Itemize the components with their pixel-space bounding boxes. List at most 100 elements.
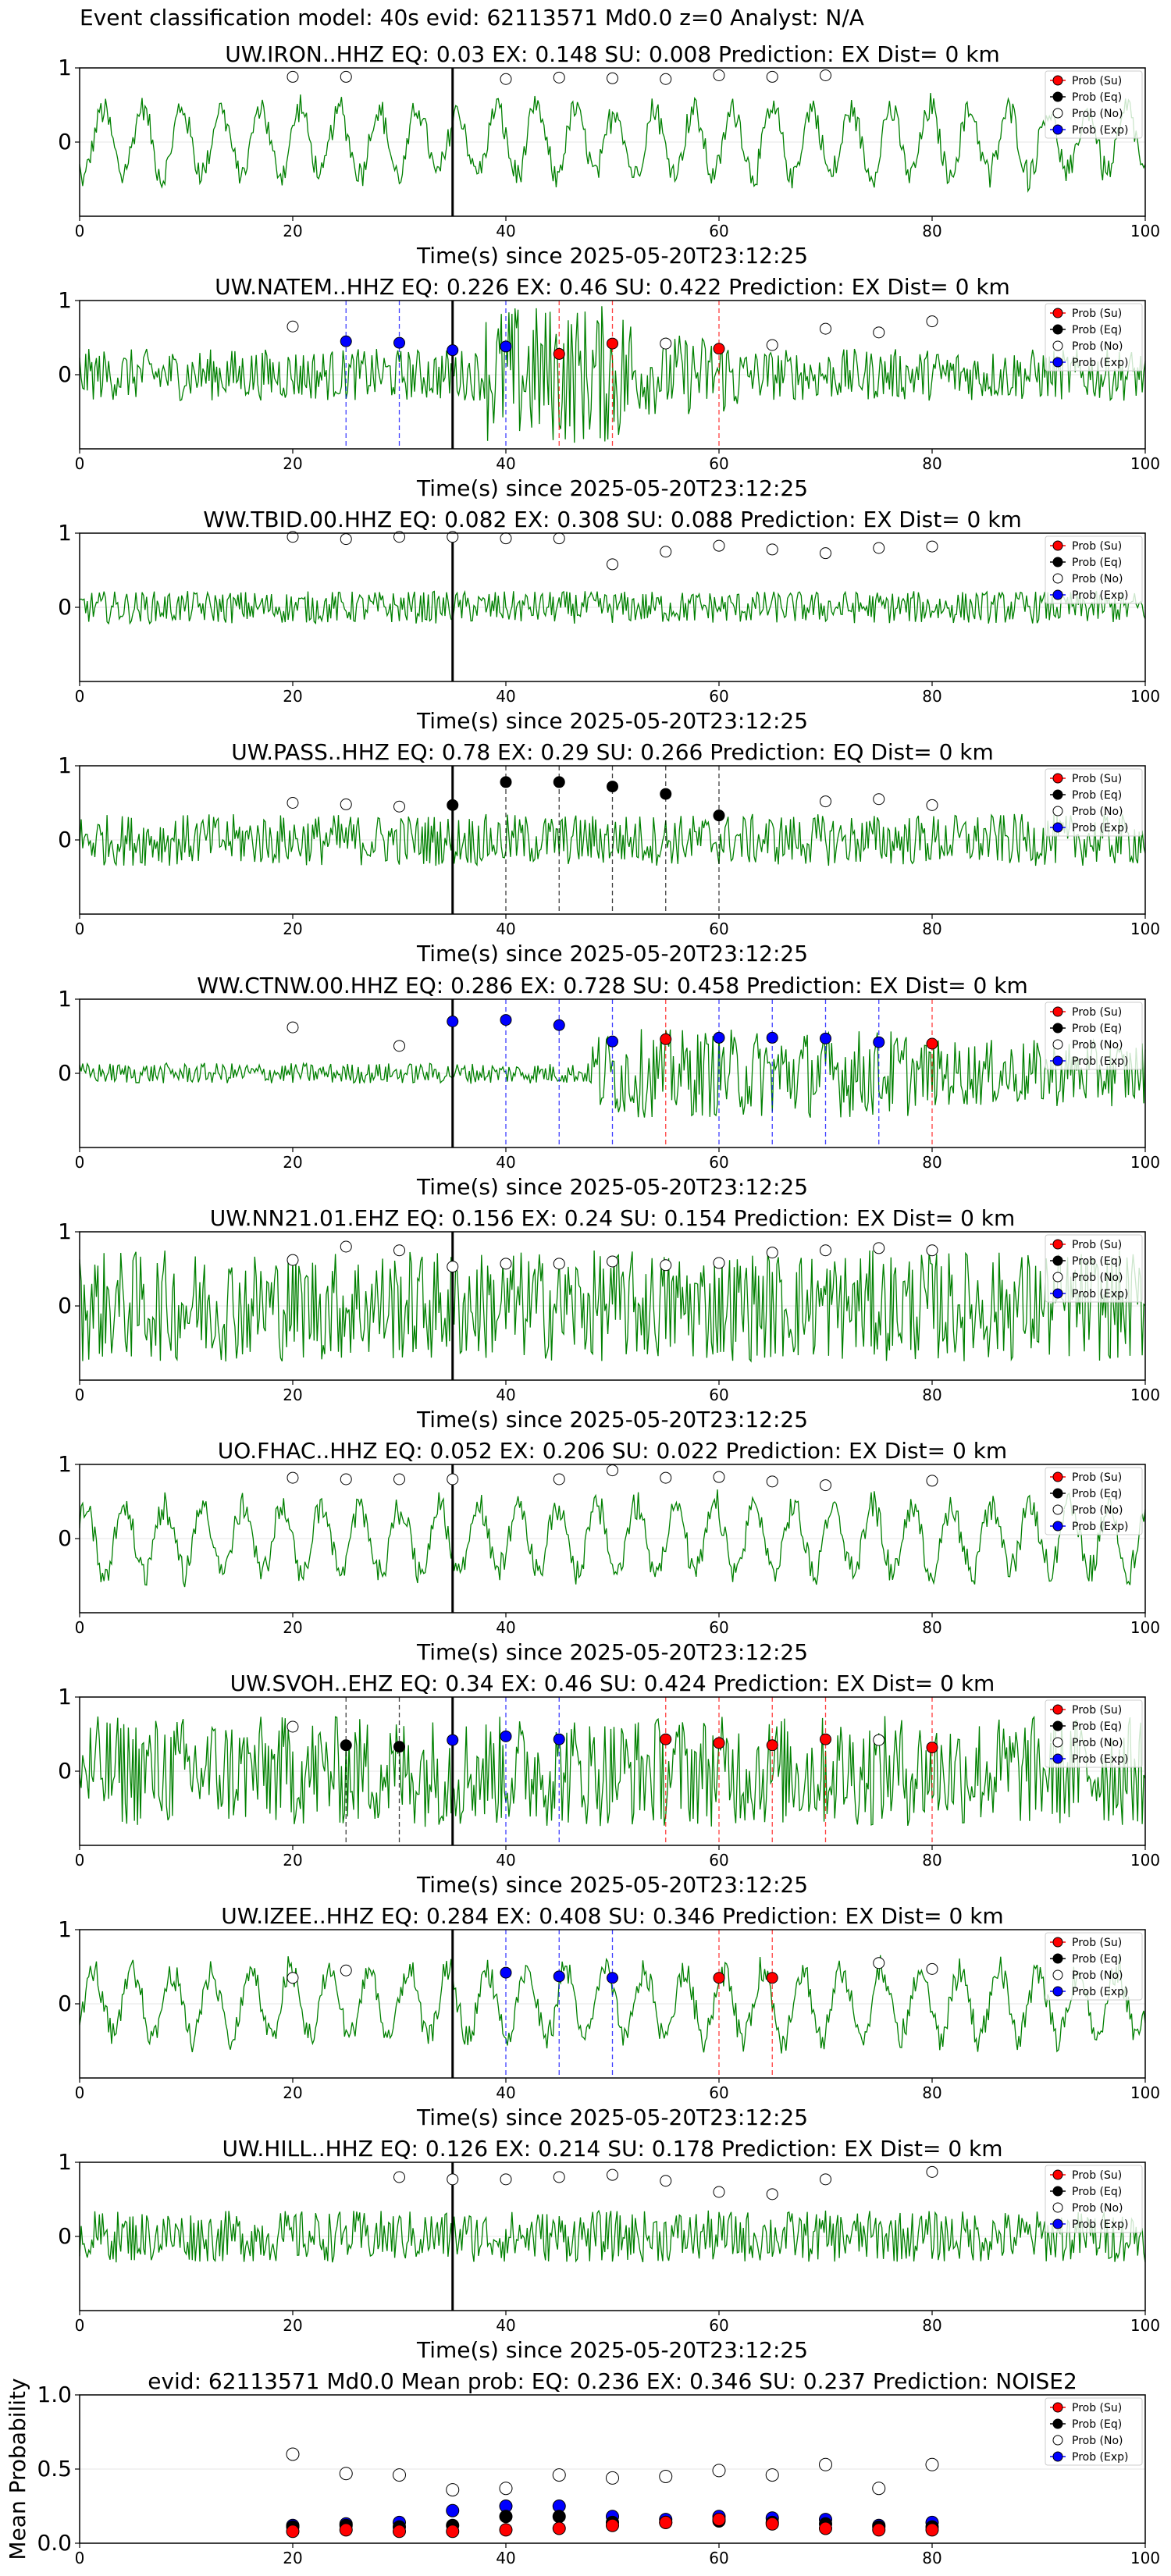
prob-point-no [340,1473,352,1485]
legend-marker [1052,1720,1063,1731]
y-tick-label: 0 [58,827,72,852]
mean-point [393,2468,406,2482]
prob-point-no [607,1255,618,1268]
legend-marker [1052,773,1063,784]
mean-point [712,2464,726,2478]
legend-label: Prob (Eq) [1072,1023,1122,1035]
y-tick-label: 1 [58,520,72,546]
prob-point-no [820,322,831,335]
x-tick-label: 40 [496,222,515,240]
prob-point-su [713,1972,725,1984]
legend-marker [1052,2402,1063,2413]
legend-label: Prob (Su) [1072,75,1122,87]
prob-point-no [393,1473,405,1485]
x-tick-label: 20 [283,1386,302,1404]
x-tick-label: 0 [75,454,85,473]
mean-point [872,2482,886,2496]
legend-marker [1052,557,1063,568]
legend-marker [1052,2202,1063,2213]
prob-point-no [820,1479,831,1492]
waveform-trace [79,92,1146,193]
prob-point-no [340,533,352,546]
x-tick-label: 100 [1130,1851,1160,1870]
x-tick-label: 40 [496,1851,515,1870]
x-tick-label: 60 [709,2083,728,2102]
legend-marker [1052,2435,1063,2446]
y-tick-label: 1 [58,1451,72,1477]
legend-box [1045,535,1143,604]
x-axis-label: Time(s) since 2025-05-20T23:12:25 [416,1407,808,1432]
legend-box [1045,1932,1143,2001]
x-tick-label: 100 [1130,2549,1160,2567]
legend-marker [1052,1039,1063,1050]
prob-point-no [660,337,672,350]
x-tick-label: 60 [709,1618,728,1637]
prob-point-su [607,337,618,350]
legend-label: Prob (Su) [1072,773,1122,785]
y-tick-label: 1 [58,986,72,1012]
legend-marker [1052,1753,1063,1764]
y-tick-label: 1 [58,1916,72,1942]
legend-label: Prob (Su) [1072,540,1122,553]
legend-label: Prob (Su) [1072,1239,1122,1251]
prob-point-no [287,1021,299,1034]
panel-title: UW.NATEM..HHZ EQ: 0.226 EX: 0.46 SU: 0.4… [215,274,1010,300]
prob-point-exp [500,1014,512,1026]
legend-label: Prob (Exp) [1072,589,1129,602]
prob-point-eq [713,809,725,822]
legend-marker [1052,2186,1063,2197]
prob-point-eq [660,788,672,800]
figure-title: Event classification model: 40s evid: 62… [80,5,864,30]
mean-point [446,2524,460,2539]
x-tick-label: 0 [75,2316,85,2335]
legend-box [1045,1467,1143,1535]
x-tick-label: 80 [922,2083,941,2102]
x-tick-label: 40 [496,454,515,473]
legend-box [1045,303,1143,372]
prob-point-eq [607,781,618,793]
prob-point-no [926,1475,938,1487]
mean-point [925,2523,939,2537]
prob-point-no [553,532,565,545]
mean-point [606,2471,619,2485]
x-tick-label: 0 [75,222,85,240]
prob-point-no [766,1247,778,1259]
legend-label: Prob (Exp) [1072,2451,1129,2464]
x-axis-label: Time(s) since 2025-05-20T23:12:25 [416,243,808,269]
legend-marker [1052,1737,1063,1748]
prob-point-no [926,1244,938,1257]
panel-title: evid: 62113571 Md0.0 Mean prob: EQ: 0.23… [148,2368,1077,2394]
legend-label: Prob (Eq) [1072,1720,1122,1733]
prob-point-no [766,339,778,351]
prob-point-exp [340,335,352,347]
prob-point-no [447,1473,459,1485]
y-tick-label: 0 [58,1758,72,1784]
x-tick-label: 100 [1130,2316,1160,2335]
prob-point-no [287,531,299,543]
prob-point-no [393,1244,405,1257]
x-tick-label: 20 [283,920,302,938]
y-axis-label: Mean Probability [5,2378,30,2560]
x-tick-label: 80 [922,2316,941,2335]
prob-point-no [287,320,299,333]
prob-point-no [660,546,672,558]
legend-label: Prob (Exp) [1072,1521,1129,1533]
legend-label: Prob (Su) [1072,2169,1122,2182]
mean-point [712,2513,726,2527]
mean-point [659,2470,673,2483]
x-tick-label: 60 [709,687,728,706]
prob-point-no [340,798,352,810]
x-tick-label: 0 [75,1153,85,1172]
legend-label: Prob (No) [1072,2202,1123,2215]
prob-point-no [340,1240,352,1253]
legend-label: Prob (No) [1072,1039,1123,1051]
legend-label: Prob (No) [1072,340,1123,353]
prob-point-no [660,2175,672,2187]
mean-point [446,2483,460,2497]
prob-point-no [447,1261,459,1273]
legend-label: Prob (Exp) [1072,1753,1129,1766]
y-tick-label: 0 [58,1525,72,1551]
legend-label: Prob (Exp) [1072,1986,1129,1998]
x-tick-label: 20 [283,687,302,706]
